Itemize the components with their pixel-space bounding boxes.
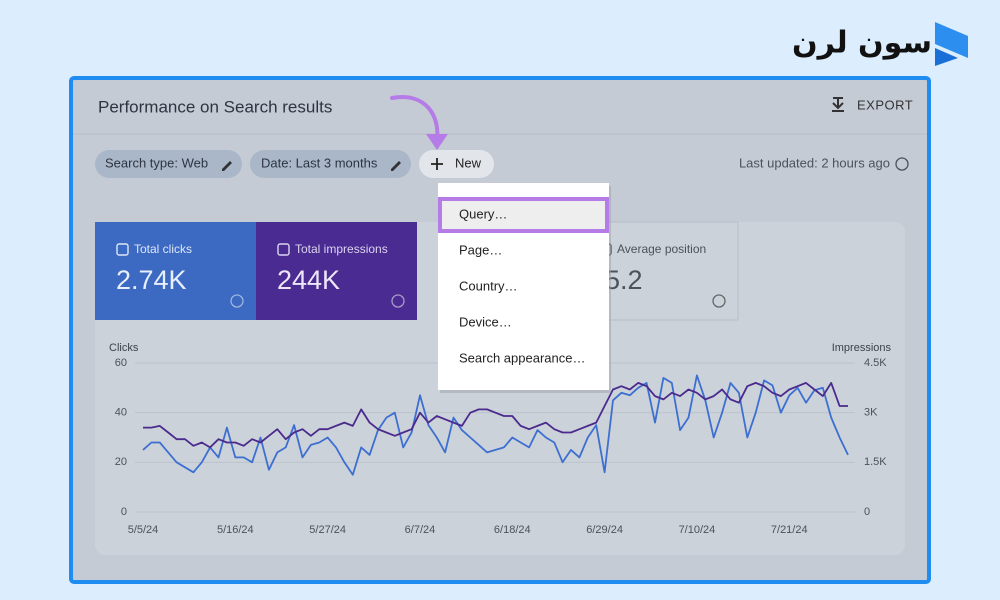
filter-chip-label: Date: Last 3 months	[261, 155, 378, 170]
y2-tick-label: 1.5K	[864, 456, 887, 468]
help-icon	[895, 157, 909, 171]
series-line	[142, 374, 849, 476]
x-tick-label: 5/27/24	[309, 524, 346, 536]
edit-icon	[222, 161, 232, 171]
y2-axis-title: Impressions	[832, 342, 892, 354]
y-tick-label: 60	[115, 357, 127, 369]
menu-item[interactable]: Country…	[459, 278, 518, 293]
x-tick-label: 6/18/24	[494, 524, 531, 536]
logo-icon	[935, 48, 958, 66]
metric-card[interactable]	[256, 222, 417, 320]
logo-text: سون لرن	[792, 26, 932, 61]
y-tick-label: 20	[115, 456, 127, 468]
filter-chip[interactable]	[250, 150, 411, 178]
edit-icon	[391, 161, 401, 171]
y-tick-label: 40	[115, 407, 127, 419]
y2-tick-label: 3K	[864, 407, 878, 419]
metric-card[interactable]	[95, 222, 256, 320]
filter-chip-label: Search type: Web	[105, 155, 208, 170]
checkbox[interactable]	[116, 243, 129, 256]
x-tick-label: 5/16/24	[217, 524, 254, 536]
x-tick-label: 6/7/24	[405, 524, 436, 536]
y-tick-label: 0	[121, 506, 127, 518]
y2-tick-label: 0	[864, 506, 870, 518]
plus-icon	[431, 158, 443, 170]
metric-label: Total clicks	[134, 242, 192, 256]
logo-icon	[935, 22, 968, 58]
y2-tick-label: 4.5K	[864, 357, 887, 369]
help-icon	[391, 294, 405, 308]
panel-title: Performance on Search results	[98, 97, 332, 116]
x-tick-label: 7/10/24	[679, 524, 716, 536]
filter-chip[interactable]	[95, 150, 242, 178]
menu-item[interactable]: Page…	[459, 242, 502, 257]
last-updated: Last updated: 2 hours ago	[739, 155, 890, 170]
performance-chart: Clicks Impressions 0 20 40 60 0 1.5K 3K 4.5K 5/5…	[109, 342, 892, 536]
export-button[interactable]: EXPORT	[857, 97, 913, 112]
x-tick-label: 6/29/24	[586, 524, 623, 536]
x-tick-label: 7/21/24	[771, 524, 808, 536]
x-tick-label: 5/5/24	[128, 524, 159, 536]
pointer-arrow-head	[426, 134, 448, 150]
checkbox[interactable]	[277, 243, 290, 256]
help-icon	[230, 294, 244, 308]
y-axis-title: Clicks	[109, 342, 139, 354]
metric-value: 2.74K	[116, 265, 187, 295]
menu-item-highlight	[438, 197, 609, 233]
metric-value: 244K	[277, 265, 340, 295]
new-button-label: New	[455, 155, 482, 170]
pointer-arrow	[390, 95, 440, 142]
help-icon	[712, 294, 726, 308]
menu-item[interactable]: Device…	[459, 314, 512, 329]
new-button[interactable]	[419, 150, 494, 178]
export-icon	[832, 97, 844, 112]
metric-label: Total impressions	[295, 242, 388, 256]
series-line	[143, 382, 848, 449]
menu-item[interactable]: Query…	[459, 206, 507, 221]
metric-label: Average position	[617, 242, 706, 256]
menu-item[interactable]: Search appearance…	[459, 350, 585, 365]
